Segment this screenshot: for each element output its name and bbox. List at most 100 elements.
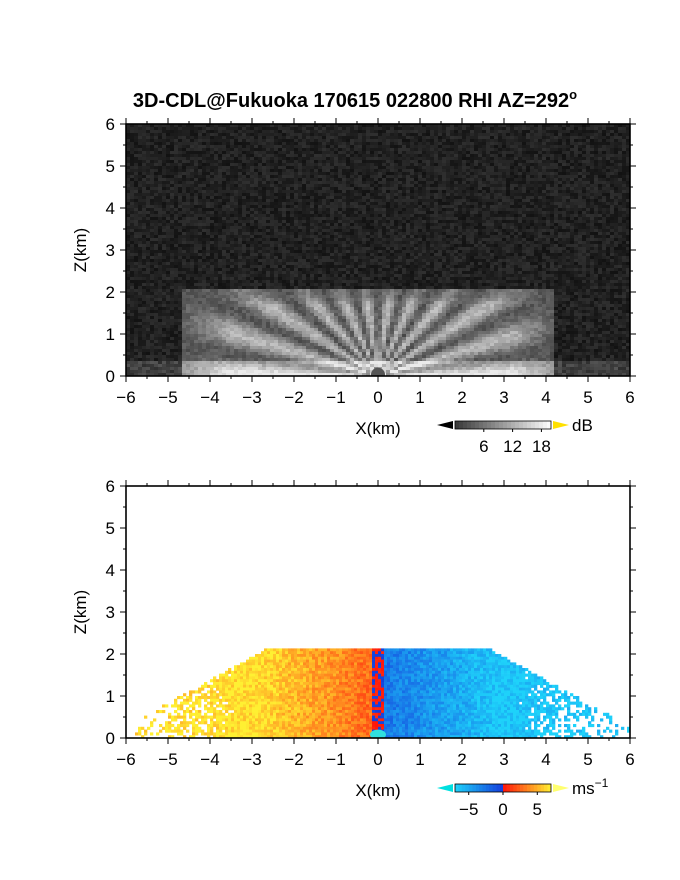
top-xtick-label: −1 (326, 388, 345, 407)
colorbar-segment (527, 421, 532, 429)
colorbar-segment (511, 421, 516, 429)
top-xtick-label: −2 (284, 388, 303, 407)
bottom-xtick-label: −1 (326, 750, 345, 769)
colorbar-segment (544, 784, 548, 792)
bottom-xtick-label: −4 (200, 750, 219, 769)
colorbar-segment (515, 421, 520, 429)
colorbar-segment (455, 421, 460, 429)
colorbar-high-extension (553, 421, 569, 429)
colorbar-unit: dB (572, 416, 593, 435)
colorbar-segment (468, 784, 473, 792)
colorbar-segment (533, 784, 538, 792)
colorbar-segment (471, 421, 476, 429)
colorbar-segment (516, 784, 521, 792)
bottom-xtick-label: 1 (415, 750, 424, 769)
velocity-panel: −6 −5 −4 −3 −2 −1 0 1 2 3 4 5 6 0 1 2 3 4 5 6 X(km) Z(km) −5 0 5… (71, 477, 636, 819)
top-xtick-label: 0 (373, 388, 382, 407)
bottom-ytick-label: 5 (106, 519, 115, 538)
colorbar-segment (459, 421, 464, 429)
colorbar-segment (475, 421, 480, 429)
bottom-xtick-label: −3 (242, 750, 261, 769)
reflectivity-colorbar: 6 12 18 dB (437, 416, 593, 456)
colorbar-segment (463, 421, 468, 429)
bottom-ytick-label: 0 (106, 729, 115, 748)
bottom-xtick-label: 2 (457, 750, 466, 769)
colorbar-tick-label: 6 (479, 437, 488, 456)
colorbar-segment (547, 784, 552, 792)
top-xtick-label: 6 (625, 388, 634, 407)
colorbar-segment (543, 421, 548, 429)
bottom-xtick-label: −6 (116, 750, 135, 769)
colorbar-tick-label: 12 (503, 437, 522, 456)
colorbar-segment (479, 421, 484, 429)
colorbar-segment (513, 784, 518, 792)
colorbar-segment (482, 784, 487, 792)
top-ytick-label: 4 (106, 199, 115, 218)
bottom-y-axis-label: Z(km) (71, 590, 90, 634)
colorbar-segment (537, 784, 542, 792)
top-ytick-label: 6 (106, 115, 115, 134)
colorbar-segment (503, 421, 508, 429)
colorbar-segment (492, 784, 497, 792)
bottom-x-axis-label: X(km) (355, 781, 400, 800)
top-xtick-label: −3 (242, 388, 261, 407)
top-xtick-label: 1 (415, 388, 424, 407)
colorbar-frame (454, 420, 552, 430)
colorbar-segment (509, 784, 514, 792)
colorbar-segment (461, 784, 466, 792)
bottom-ytick-label: 1 (106, 687, 115, 706)
top-xtick-label: 5 (583, 388, 592, 407)
colorbar-tick-label: 18 (532, 437, 551, 456)
top-xtick-label: −4 (200, 388, 219, 407)
velocity-colorbar: −5 0 5 ms−1 (437, 776, 609, 819)
chart-title: 3D-CDL@Fukuoka 170615 022800 RHI AZ=292o (133, 87, 577, 112)
top-ytick-label: 0 (106, 367, 115, 386)
colorbar-segment (495, 421, 500, 429)
bottom-ytick-label: 4 (106, 561, 115, 580)
bottom-xtick-label: −2 (284, 750, 303, 769)
bottom-xtick-label: 6 (625, 750, 634, 769)
top-ytick-label: 1 (106, 325, 115, 344)
top-y-axis-label: Z(km) (71, 228, 90, 272)
colorbar-segment (491, 421, 496, 429)
velocity-image (126, 486, 630, 738)
colorbar-segment (496, 784, 500, 792)
colorbar-unit: ms−1 (572, 776, 609, 798)
bottom-ytick-label: 6 (106, 477, 115, 496)
colorbar-segment (483, 421, 488, 429)
radar-site-marker (370, 729, 386, 738)
colorbar-high-extension (553, 784, 569, 792)
colorbar-segment (499, 784, 504, 792)
colorbar-low-extension (437, 784, 453, 792)
radar-site-marker (371, 367, 385, 376)
colorbar-segment (539, 421, 544, 429)
bottom-xtick-label: 4 (541, 750, 550, 769)
colorbar-tick-label: 0 (498, 800, 507, 819)
top-ytick-label: 2 (106, 283, 115, 302)
top-xtick-label: 2 (457, 388, 466, 407)
bottom-xtick-label: 5 (583, 750, 592, 769)
top-xtick-label: 3 (499, 388, 508, 407)
top-ytick-label: 5 (106, 157, 115, 176)
top-x-axis-label: X(km) (355, 419, 400, 438)
colorbar-segment (475, 784, 480, 792)
colorbar-segment (479, 784, 483, 792)
reflectivity-image (126, 124, 630, 376)
colorbar-segment (506, 784, 511, 792)
colorbar-segment (499, 421, 504, 429)
colorbar-segment (523, 784, 528, 792)
colorbar-low-extension (437, 421, 453, 429)
colorbar-segment (519, 421, 524, 429)
colorbar-segment (523, 421, 528, 429)
top-xtick-label: −5 (158, 388, 177, 407)
colorbar-segment (458, 784, 463, 792)
top-xtick-label: −6 (116, 388, 135, 407)
colorbar-tick-label: −5 (459, 800, 478, 819)
bottom-xtick-label: −5 (158, 750, 177, 769)
top-xtick-label: 4 (541, 388, 550, 407)
colorbar-segment (547, 421, 552, 429)
colorbar-segment (527, 784, 531, 792)
colorbar-segment (487, 421, 492, 429)
colorbar-segment (507, 421, 512, 429)
